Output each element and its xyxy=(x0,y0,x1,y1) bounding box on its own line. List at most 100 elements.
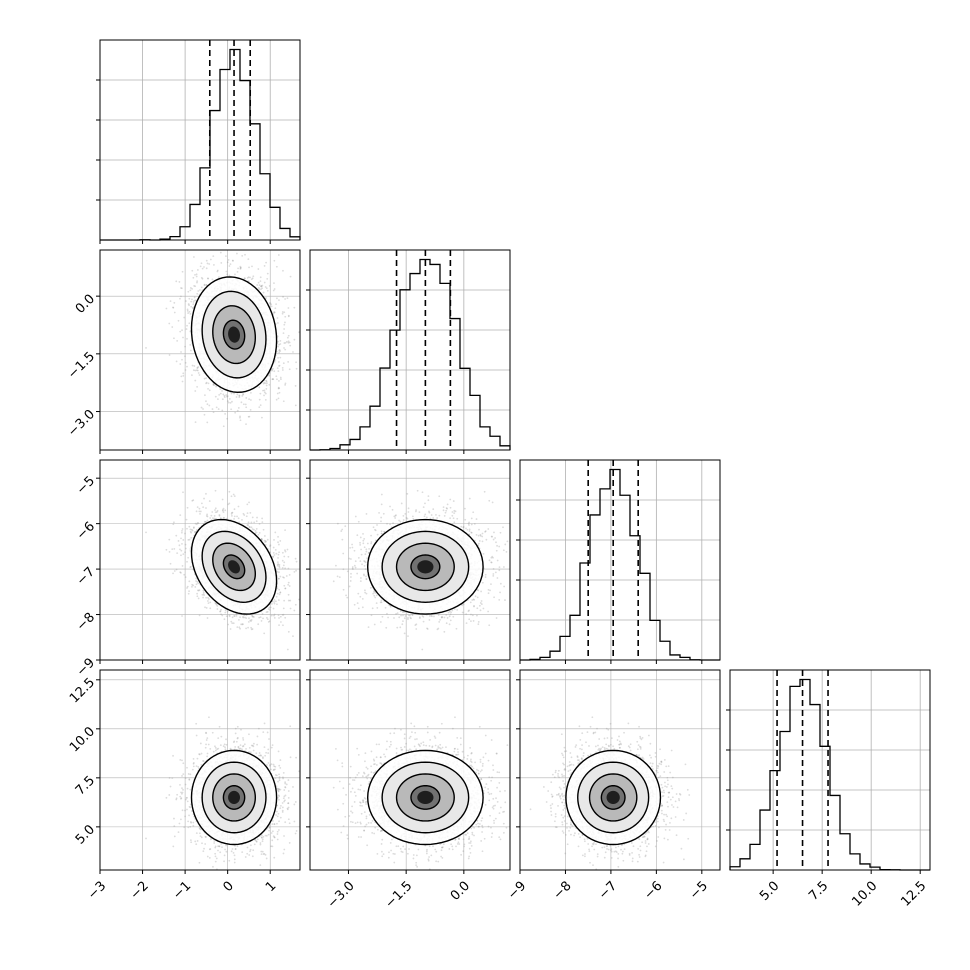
scatter-point xyxy=(239,416,241,419)
scatter-point xyxy=(265,287,268,290)
scatter-point xyxy=(187,290,190,293)
scatter-point xyxy=(284,549,286,552)
scatter-point xyxy=(264,382,267,385)
scatter-point xyxy=(184,547,187,550)
scatter-point xyxy=(277,370,280,373)
scatter-point xyxy=(193,296,196,299)
scatter-point xyxy=(250,620,252,623)
scatter-point xyxy=(273,601,276,603)
scatter-point xyxy=(245,406,248,409)
scatter-point xyxy=(216,509,219,512)
scatter-point xyxy=(265,388,268,390)
scatter-point xyxy=(189,343,192,346)
scatter-point xyxy=(226,400,229,403)
scatter-point xyxy=(278,577,280,580)
scatter-point xyxy=(271,378,274,381)
scatter-point xyxy=(212,255,215,258)
scatter-point xyxy=(247,276,250,279)
scatter-point xyxy=(175,568,178,571)
scatter-point xyxy=(284,382,287,385)
scatter-point xyxy=(206,519,209,522)
scatter-point xyxy=(275,265,278,268)
scatter-point xyxy=(179,330,182,333)
scatter-point xyxy=(237,505,240,508)
scatter-point xyxy=(193,526,195,529)
scatter-point xyxy=(191,364,194,367)
scatter-point xyxy=(193,365,196,367)
scatter-point xyxy=(182,374,185,377)
scatter-point xyxy=(208,263,211,265)
scatter-point xyxy=(287,314,290,317)
scatter-point xyxy=(257,286,260,289)
scatter-point xyxy=(182,539,185,541)
scatter-point xyxy=(177,319,180,322)
scatter-point xyxy=(184,345,186,348)
scatter-point xyxy=(186,310,189,312)
scatter-point xyxy=(245,423,247,425)
scatter-point xyxy=(239,265,242,268)
scatter-point xyxy=(285,340,288,343)
scatter-point xyxy=(272,367,274,370)
scatter-point xyxy=(233,615,235,617)
scatter-point xyxy=(258,398,261,401)
scatter-point xyxy=(282,613,285,616)
scatter-point xyxy=(281,551,284,554)
scatter-point xyxy=(279,356,282,359)
scatter-point xyxy=(262,389,264,392)
scatter-point xyxy=(246,512,249,515)
scatter-point xyxy=(186,324,188,327)
scatter-point xyxy=(187,303,190,305)
scatter-point xyxy=(247,521,250,524)
scatter-point xyxy=(288,573,291,576)
scatter-point xyxy=(184,369,187,371)
scatter-point xyxy=(262,382,265,385)
scatter-point xyxy=(200,276,203,279)
scatter-point xyxy=(251,516,254,519)
scatter-point xyxy=(211,408,214,410)
scatter-point xyxy=(180,537,182,540)
scatter-point xyxy=(248,501,250,504)
scatter-point xyxy=(182,491,184,494)
scatter-point xyxy=(279,575,282,578)
scatter-point xyxy=(191,585,193,588)
scatter-point xyxy=(283,323,286,326)
scatter-point xyxy=(184,551,186,554)
scatter-point xyxy=(260,285,263,288)
y-tick-label: 0.0 xyxy=(73,292,98,317)
scatter-point xyxy=(278,299,280,301)
scatter-point xyxy=(242,615,244,618)
scatter-point xyxy=(186,506,189,509)
scatter-point xyxy=(273,288,276,290)
scatter-point xyxy=(255,520,258,523)
scatter-point xyxy=(284,567,287,570)
scatter-point xyxy=(263,265,266,267)
scatter-point xyxy=(282,269,284,272)
scatter-point xyxy=(189,566,192,569)
scatter-point xyxy=(187,312,190,314)
scatter-point xyxy=(221,509,224,512)
scatter-point xyxy=(231,400,233,403)
scatter-point xyxy=(276,317,279,319)
scatter-point xyxy=(192,303,195,306)
scatter-point xyxy=(196,281,198,284)
scatter-point xyxy=(269,544,272,547)
scatter-point xyxy=(282,295,284,298)
scatter-point xyxy=(171,548,174,551)
scatter-point xyxy=(192,276,195,279)
scatter-point xyxy=(273,311,276,314)
scatter-point xyxy=(280,378,282,381)
scatter-point xyxy=(168,550,171,553)
scatter-point xyxy=(276,378,278,381)
scatter-point xyxy=(269,301,271,304)
scatter-point xyxy=(238,394,241,397)
scatter-point xyxy=(192,369,195,372)
scatter-point xyxy=(175,280,178,283)
scatter-point xyxy=(251,615,254,618)
scatter-point xyxy=(264,541,267,543)
scatter-point xyxy=(145,531,147,534)
scatter-point xyxy=(203,266,205,268)
scatter-point xyxy=(282,564,285,567)
scatter-point xyxy=(278,349,281,352)
scatter-point xyxy=(287,334,290,337)
scatter-point xyxy=(212,383,215,386)
